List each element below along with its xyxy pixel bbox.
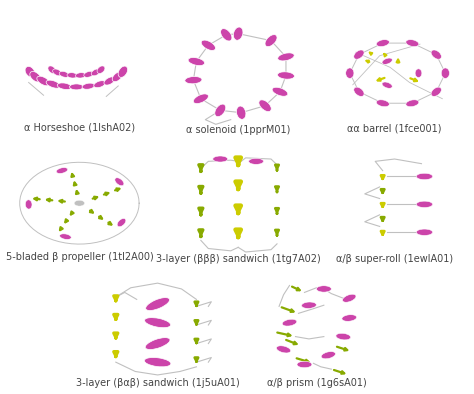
Ellipse shape: [416, 173, 433, 180]
Ellipse shape: [145, 338, 170, 349]
Ellipse shape: [265, 35, 277, 46]
Ellipse shape: [406, 40, 419, 46]
Ellipse shape: [321, 351, 336, 359]
Ellipse shape: [91, 69, 100, 76]
Ellipse shape: [301, 302, 316, 309]
Text: αα barrel (1fce001): αα barrel (1fce001): [347, 124, 442, 134]
Ellipse shape: [146, 297, 170, 310]
Ellipse shape: [416, 229, 433, 236]
Ellipse shape: [188, 58, 205, 65]
Ellipse shape: [75, 73, 86, 78]
Text: 5-bladed β propeller (1tl2A00): 5-bladed β propeller (1tl2A00): [6, 253, 153, 262]
Ellipse shape: [237, 106, 246, 119]
Ellipse shape: [441, 68, 449, 78]
Ellipse shape: [272, 87, 288, 96]
Ellipse shape: [59, 71, 69, 77]
Ellipse shape: [282, 319, 297, 326]
Ellipse shape: [37, 76, 50, 86]
Ellipse shape: [46, 80, 60, 88]
Ellipse shape: [277, 72, 294, 79]
Ellipse shape: [30, 71, 41, 82]
Ellipse shape: [53, 69, 62, 76]
Ellipse shape: [276, 346, 291, 353]
Ellipse shape: [67, 73, 77, 78]
Ellipse shape: [354, 50, 364, 59]
Text: α/β super-roll (1ewlA01): α/β super-roll (1ewlA01): [336, 254, 453, 264]
Ellipse shape: [48, 66, 56, 73]
Ellipse shape: [346, 68, 354, 78]
Ellipse shape: [415, 69, 422, 78]
Ellipse shape: [201, 40, 216, 50]
Ellipse shape: [354, 87, 364, 97]
Ellipse shape: [382, 82, 392, 88]
Ellipse shape: [297, 361, 312, 368]
Ellipse shape: [416, 201, 433, 208]
Ellipse shape: [70, 84, 83, 90]
Ellipse shape: [112, 72, 123, 82]
Ellipse shape: [259, 100, 271, 112]
Text: α Horseshoe (1lshA02): α Horseshoe (1lshA02): [24, 123, 135, 132]
Ellipse shape: [97, 66, 105, 73]
Ellipse shape: [145, 357, 171, 367]
Ellipse shape: [215, 104, 226, 117]
Ellipse shape: [56, 167, 68, 173]
Ellipse shape: [94, 81, 106, 87]
Ellipse shape: [220, 29, 232, 41]
Ellipse shape: [382, 58, 392, 64]
Ellipse shape: [25, 67, 35, 77]
Ellipse shape: [376, 40, 389, 46]
Ellipse shape: [25, 200, 32, 209]
Ellipse shape: [316, 286, 331, 292]
Ellipse shape: [74, 200, 85, 206]
Ellipse shape: [431, 87, 441, 97]
Ellipse shape: [115, 178, 124, 186]
Text: α/β prism (1g6sA01): α/β prism (1g6sA01): [266, 378, 366, 388]
Text: 3-layer (βαβ) sandwich (1j5uA01): 3-layer (βαβ) sandwich (1j5uA01): [76, 378, 239, 388]
Ellipse shape: [145, 318, 171, 328]
Ellipse shape: [104, 77, 115, 85]
Ellipse shape: [193, 94, 209, 104]
Ellipse shape: [185, 76, 202, 84]
Ellipse shape: [60, 234, 71, 240]
Ellipse shape: [278, 53, 294, 61]
Text: α solenoid (1pprM01): α solenoid (1pprM01): [186, 125, 291, 135]
Ellipse shape: [249, 158, 264, 164]
Ellipse shape: [117, 219, 126, 227]
Text: 3-layer (βββ) sandwich (1tg7A02): 3-layer (βββ) sandwich (1tg7A02): [156, 254, 320, 264]
Ellipse shape: [233, 27, 243, 40]
Ellipse shape: [342, 315, 356, 321]
Ellipse shape: [406, 100, 419, 107]
Ellipse shape: [376, 100, 389, 107]
Ellipse shape: [213, 156, 228, 162]
Ellipse shape: [336, 333, 351, 340]
Ellipse shape: [118, 66, 128, 77]
Ellipse shape: [82, 83, 95, 89]
Ellipse shape: [431, 50, 441, 59]
Ellipse shape: [57, 83, 72, 89]
Ellipse shape: [342, 294, 356, 302]
Ellipse shape: [84, 71, 94, 77]
